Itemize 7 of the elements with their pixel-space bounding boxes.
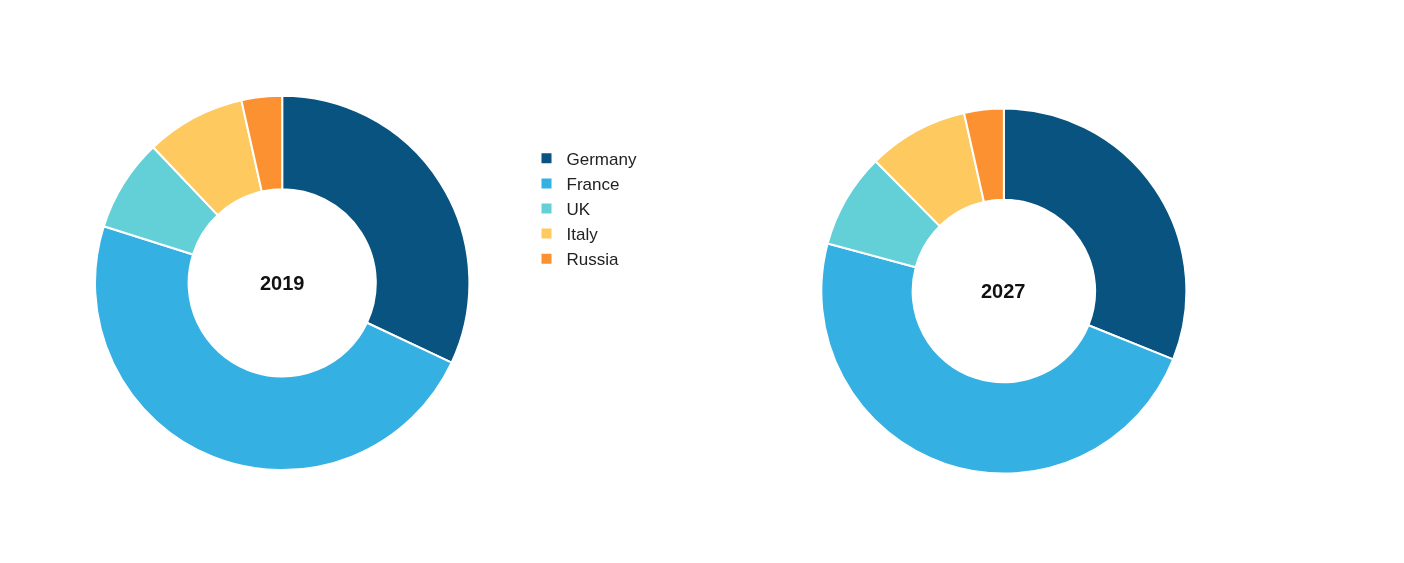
slice-label: 2019 [260,272,305,294]
legend-label: Germany [566,149,637,169]
legend-label: France [566,175,620,195]
legend-label: Russia [566,250,620,270]
slice-label: 2027 [981,280,1026,302]
legend-label: UK [566,200,591,220]
legend-label: Italy [566,225,599,245]
